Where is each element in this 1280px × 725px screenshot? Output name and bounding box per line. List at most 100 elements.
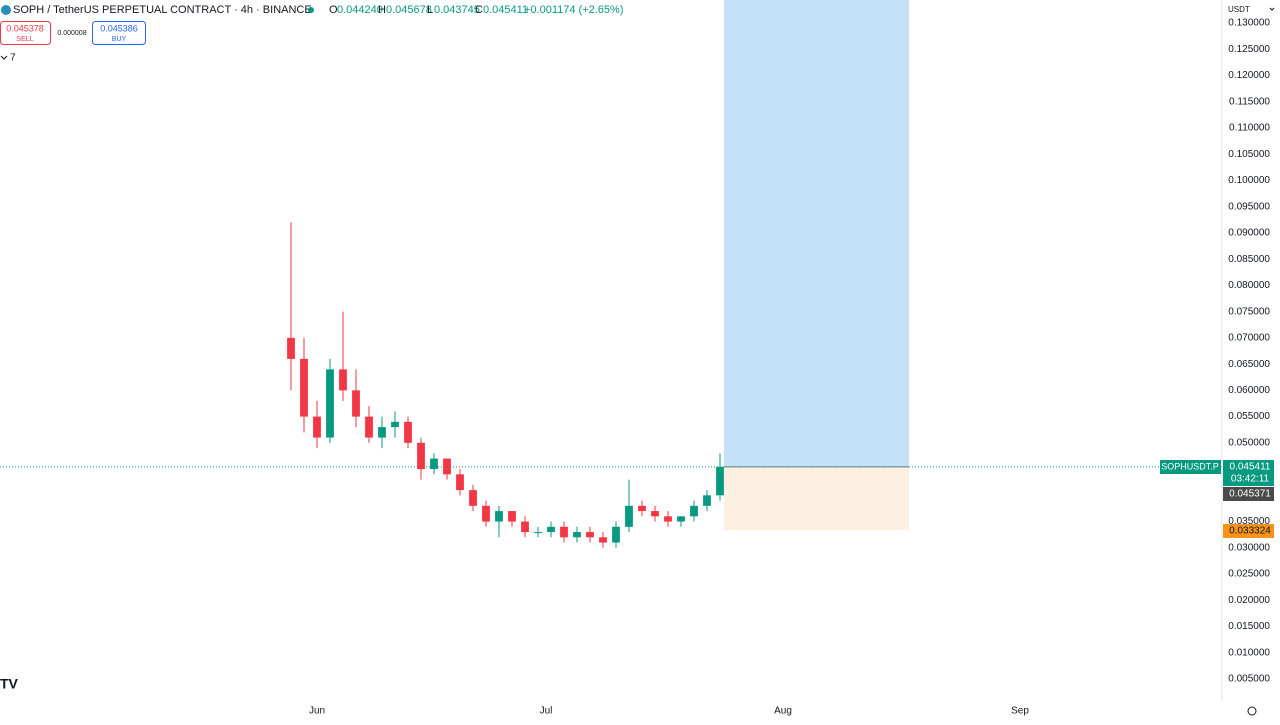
y-tick-label: 0.065000: [1228, 359, 1270, 370]
y-tick-label: 0.130000: [1228, 18, 1270, 29]
settings-icon[interactable]: [1247, 706, 1257, 716]
candle-body: [716, 466, 724, 496]
stop-box: [1223, 524, 1274, 538]
candle-body: [521, 521, 529, 533]
indicator-count[interactable]: 7: [10, 53, 16, 64]
candle-body: [690, 505, 698, 517]
profit-zone: [724, 0, 909, 467]
x-tick-label: Aug: [774, 706, 792, 717]
sell-label[interactable]: SELL: [16, 36, 33, 43]
candle-body: [326, 369, 334, 438]
ohlc-value: 0.045411: [483, 4, 528, 16]
y-tick-label: 0.120000: [1228, 70, 1270, 81]
symbol-label-box: [1160, 460, 1221, 474]
candle-body: [677, 516, 685, 522]
candle-body: [404, 421, 412, 443]
candle-body: [430, 458, 438, 470]
ohlc-key: L: [427, 4, 433, 16]
sell-price[interactable]: 0.045378: [6, 23, 44, 33]
y-tick-label: 0.060000: [1228, 385, 1270, 396]
candle-body: [495, 511, 503, 522]
candle-body: [469, 490, 477, 506]
candle-body: [482, 505, 490, 522]
bid-box: [1223, 487, 1274, 501]
candle-body: [352, 390, 360, 417]
y-tick-label: 0.115000: [1229, 96, 1270, 107]
y-tick-label: 0.035000: [1228, 516, 1270, 527]
candle-body: [417, 442, 425, 470]
y-tick-label: 0.085000: [1228, 254, 1270, 265]
y-tick-label: 0.080000: [1228, 280, 1270, 291]
candle-body: [664, 516, 672, 522]
status-dot: [308, 7, 314, 13]
ohlc-key: C: [475, 4, 483, 16]
ohlc-value: 0.045678: [386, 4, 432, 16]
ohlc-value: 0.043745: [434, 4, 480, 16]
candle-body: [313, 416, 321, 438]
candle-body: [378, 427, 386, 438]
candle-body: [651, 511, 659, 517]
collapse-icon[interactable]: [0, 55, 8, 60]
y-tick-label: 0.105000: [1228, 149, 1270, 160]
y-tick-label: 0.005000: [1228, 674, 1270, 685]
y-tick-label: 0.050000: [1228, 437, 1270, 448]
symbol: SOPH / TetherUS PERPETUAL CONTRACT · 4h …: [13, 4, 312, 16]
y-tick-label: 0.015000: [1228, 621, 1270, 632]
candle-body: [508, 511, 516, 522]
y-tick-label: 0.075000: [1228, 306, 1270, 317]
currency[interactable]: USDT: [1228, 5, 1250, 14]
y-tick-label: 0.100000: [1228, 175, 1270, 186]
buy-label[interactable]: BUY: [112, 36, 127, 43]
ohlc-key: H: [378, 4, 386, 16]
spread: 0.000008: [57, 30, 86, 37]
candle-body: [365, 416, 373, 438]
candle-body: [300, 358, 308, 417]
candle-body: [547, 526, 555, 533]
symbol-label: SOPHUSDT.P: [1161, 461, 1219, 471]
symbol-icon: [1, 5, 11, 15]
candle-body: [391, 421, 399, 428]
buy-button[interactable]: [92, 21, 146, 45]
candle-body: [456, 474, 464, 491]
y-tick-label: 0.095000: [1228, 201, 1270, 212]
last-price-box: [1223, 460, 1274, 486]
y-tick-label: 0.090000: [1228, 228, 1270, 239]
candle-body: [625, 505, 633, 527]
candle-body: [599, 537, 607, 543]
bid-price: 0.045371: [1229, 489, 1271, 500]
loss-zone: [724, 466, 909, 531]
last-price: 0.045411: [1230, 462, 1271, 473]
ohlc-key: O: [329, 4, 338, 16]
sell-button[interactable]: [0, 21, 51, 45]
currency-caret[interactable]: [1269, 7, 1275, 11]
plot: [0, 0, 1222, 548]
candle-body: [443, 458, 451, 475]
candle-body: [287, 337, 295, 359]
candle-body: [560, 526, 568, 538]
countdown: 03:42:11: [1231, 474, 1270, 485]
y-tick-label: 0.030000: [1228, 542, 1270, 553]
change: +0.001174 (+2.65%): [524, 4, 623, 16]
x-tick-label: Jun: [309, 706, 325, 717]
y-tick-label: 0.070000: [1228, 333, 1270, 344]
stop-price: 0.033324: [1229, 526, 1271, 537]
y-tick-label: 0.020000: [1228, 595, 1270, 606]
buy-price[interactable]: 0.045386: [100, 23, 138, 33]
logo: TV: [0, 676, 19, 692]
y-tick-label: 0.125000: [1228, 44, 1270, 55]
candle-body: [612, 526, 620, 543]
y-tick-label: 0.110000: [1229, 123, 1270, 134]
y-tick-label: 0.055000: [1228, 411, 1270, 422]
candle-body: [586, 532, 594, 538]
candle-body: [703, 495, 711, 506]
ohlc-value: 0.044240: [337, 4, 383, 16]
x-tick-label: Jul: [540, 706, 553, 717]
y-tick-label: 0.025000: [1228, 569, 1270, 580]
candle-body: [573, 532, 581, 538]
candle-body: [339, 369, 347, 391]
candle-body: [638, 505, 646, 512]
candle-body: [534, 532, 542, 534]
y-tick-label: 0.010000: [1228, 647, 1270, 658]
